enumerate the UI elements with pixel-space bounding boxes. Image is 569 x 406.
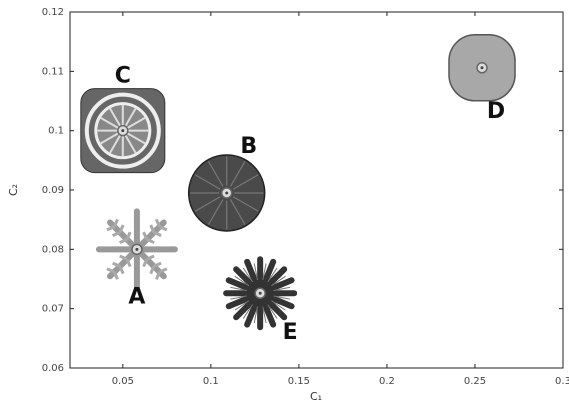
y-tick-label: 0.11 [42, 66, 64, 77]
point-glyph [99, 211, 175, 287]
y-tick-label: 0.08 [42, 244, 64, 255]
glyph-part [135, 248, 138, 251]
point-glyph [449, 35, 515, 101]
point-label: E [283, 320, 298, 345]
y-tick-label: 0.09 [42, 185, 64, 196]
point-label: A [128, 284, 145, 309]
point-glyph [81, 89, 165, 173]
y-tick-label: 0.12 [42, 7, 64, 18]
x-tick-label: 0.2 [379, 376, 395, 387]
glyph-part [481, 66, 484, 69]
glyph-part [225, 191, 228, 194]
x-tick-label: 0.3 [555, 376, 569, 387]
page: {"chart_data": {"type": "scatter", "x": … [0, 0, 569, 406]
point-glyph [226, 259, 294, 327]
x-tick-label: 0.1 [203, 376, 219, 387]
glyph-part [121, 129, 124, 132]
y-tick-label: 0.06 [42, 363, 64, 374]
point-glyph [189, 155, 265, 231]
point-label: C [115, 64, 131, 89]
x-tick-label: 0.05 [112, 376, 134, 387]
chart: C₁ C₂ 0.05 0.1 0.15 0.2 0.25 0.3 0.06 0.07 0.08 0… [0, 0, 569, 406]
y-tick-label: 0.1 [48, 126, 64, 137]
x-tick-label: 0.15 [288, 376, 310, 387]
glyph-part [259, 292, 262, 295]
point-label: B [240, 134, 257, 159]
point-label: D [487, 99, 505, 124]
x-axis-label: C₁ [310, 390, 322, 403]
y-axis-label: C₂ [7, 184, 20, 196]
y-tick-label: 0.07 [42, 304, 64, 315]
x-tick-label: 0.25 [464, 376, 486, 387]
